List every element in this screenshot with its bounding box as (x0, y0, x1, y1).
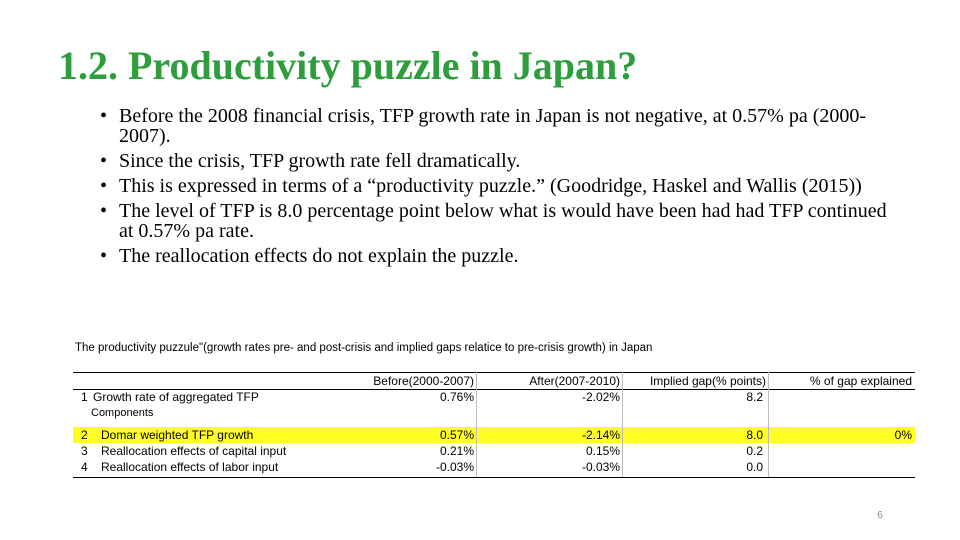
slide-number: 6 (877, 510, 883, 521)
row-number: 4 (81, 460, 88, 474)
cell-before: 0.21% (439, 444, 474, 458)
column-header-gap: Implied gap(% points) (649, 374, 766, 388)
cell-gap: 8.2 (746, 390, 763, 404)
column-header-explained: % of gap explained (809, 374, 912, 388)
cell-gap: 0.2 (746, 444, 763, 458)
highlighted-row-background (73, 427, 915, 443)
row-label: Reallocation effects of labor input (101, 460, 279, 474)
cell-after: 0.15% (585, 444, 620, 458)
cell-before: -0.03% (435, 460, 474, 474)
table-caption: The productivity puzzule"(growth rates p… (75, 342, 653, 354)
column-divider (476, 372, 477, 477)
cell-before: 0.76% (439, 390, 474, 404)
cell-explained (771, 390, 912, 405)
cell-after: -2.02% (581, 390, 620, 404)
cell-explained (771, 444, 912, 459)
bullet-item: Before the 2008 financial crisis, TFP gr… (100, 106, 890, 146)
productivity-table: Before(2000-2007) After(2007-2010) Impli… (73, 372, 915, 478)
row-label: Components (91, 407, 154, 419)
column-divider (622, 372, 623, 477)
cell-explained (771, 460, 912, 475)
cell-after: -0.03% (581, 460, 620, 474)
row-label: Domar weighted TFP growth (101, 428, 254, 442)
column-divider (768, 372, 769, 477)
bullet-list: Before the 2008 financial crisis, TFP gr… (100, 106, 890, 271)
column-header-after: After(2007-2010) (529, 374, 620, 388)
table-rule (73, 477, 915, 478)
bullet-item: This is expressed in terms of a “product… (100, 176, 890, 196)
cell-explained: 0% (894, 428, 912, 442)
row-label: Growth rate of aggregated TFP (93, 390, 259, 404)
bullet-item: The level of TFP is 8.0 percentage point… (100, 201, 890, 241)
slide-title: 1.2. Productivity puzzle in Japan? (58, 43, 638, 88)
bullet-item: The reallocation effects do not explain … (100, 246, 890, 266)
row-number: 1 (81, 390, 88, 404)
table-rule (73, 389, 915, 390)
row-number: 3 (81, 444, 88, 458)
row-label: Reallocation effects of capital input (101, 444, 287, 458)
cell-before: 0.57% (439, 428, 474, 442)
cell-gap: 0.0 (746, 460, 763, 474)
cell-after: -2.14% (581, 428, 620, 442)
bullet-item: Since the crisis, TFP growth rate fell d… (100, 151, 890, 171)
row-number: 2 (81, 428, 88, 442)
table-rule (73, 372, 915, 373)
cell-gap: 8.0 (746, 428, 763, 442)
column-header-before: Before(2000-2007) (373, 374, 474, 388)
